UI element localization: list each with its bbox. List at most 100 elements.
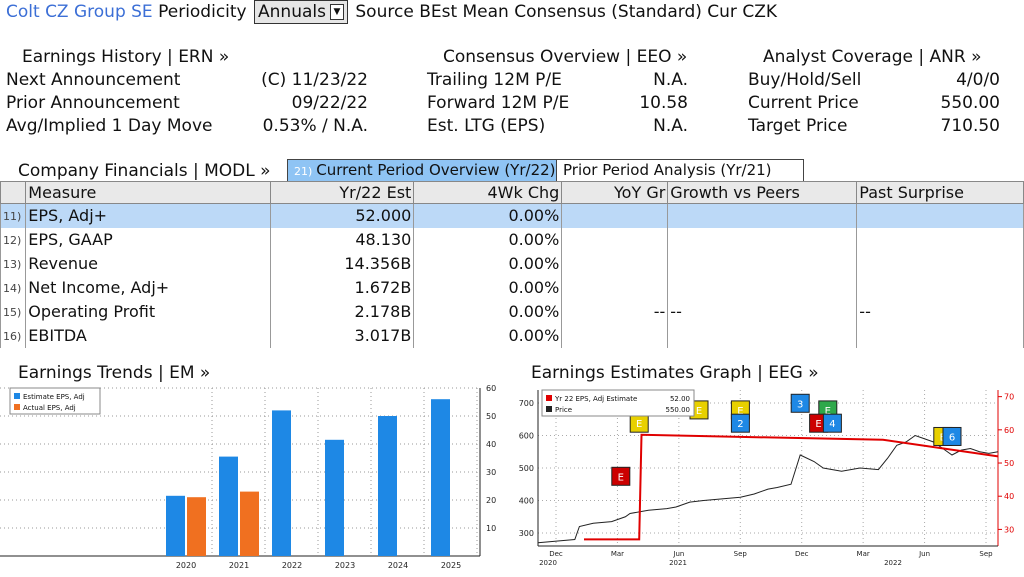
- legend-swatch-estimate: [14, 393, 20, 399]
- row-number: 16): [0, 324, 27, 348]
- event-marker-box: [822, 413, 842, 433]
- year-label: 2020: [539, 559, 557, 567]
- x-tick-label: 2023: [335, 561, 355, 570]
- cell-measure[interactable]: EBITDA: [25, 324, 272, 348]
- x-tick-label: 2024: [388, 561, 408, 570]
- cell-yr22-est: 48.130: [270, 228, 415, 252]
- column-header-past-surprise[interactable]: Past Surprise: [856, 181, 1024, 204]
- legend-value-price: 550.00: [666, 406, 691, 414]
- estimate-bar: [166, 495, 185, 556]
- event-marker-label: E: [815, 419, 821, 430]
- currency-value[interactable]: CZK: [742, 2, 777, 22]
- table-row[interactable]: 11) EPS, Adj+ 52.000 0.00%: [0, 203, 1024, 228]
- earnings-trends-title[interactable]: Earnings Trends | EM »: [18, 363, 211, 383]
- column-header-growth-vs-peers[interactable]: Growth vs Peers: [667, 181, 858, 204]
- right-tick-label: 40: [1004, 492, 1014, 501]
- cell-measure[interactable]: Net Income, Adj+: [25, 276, 272, 300]
- current-price-value: 550.00: [940, 93, 1000, 113]
- currency-label: Cur: [707, 2, 737, 22]
- x-tick-label: 2022: [282, 561, 302, 570]
- tab-current-period[interactable]: 21) Current Period Overview (Yr/22): [287, 159, 557, 183]
- event-marker-label: E: [696, 406, 702, 417]
- cell-measure[interactable]: EPS, Adj+: [25, 203, 272, 228]
- est-ltg-value: N.A.: [653, 116, 688, 136]
- forward-pe-label: Forward 12M P/E: [427, 93, 570, 113]
- estimate-bar: [219, 456, 238, 556]
- source-label: Source: [355, 2, 414, 22]
- cell-yoy-gr: [561, 324, 669, 348]
- consensus-title[interactable]: Consensus Overview | EEO »: [443, 47, 688, 67]
- row-number-text: 12): [3, 234, 22, 247]
- current-price-label: Current Price: [748, 93, 859, 113]
- estimate-bar: [431, 399, 450, 556]
- tab-prior-period[interactable]: Prior Period Analysis (Yr/21): [556, 159, 804, 183]
- table-row[interactable]: 14) Net Income, Adj+ 1.672B 0.00%: [0, 276, 1024, 300]
- column-header-measure[interactable]: Measure: [25, 181, 272, 204]
- chevron-down-icon[interactable]: ▼: [329, 4, 344, 20]
- cell-past-surprise: [856, 276, 1024, 300]
- column-header-yr22-est[interactable]: Yr/22 Est: [270, 181, 415, 204]
- buy-hold-sell-label: Buy/Hold/Sell: [748, 70, 862, 90]
- event-marker: 3: [790, 393, 810, 413]
- table-row[interactable]: 13) Revenue 14.356B 0.00%: [0, 252, 1024, 276]
- table-row[interactable]: 16) EBITDA 3.017B 0.00%: [0, 324, 1024, 348]
- row-number-text: 15): [3, 306, 22, 319]
- cell-yoy-gr: [561, 203, 669, 228]
- cell-measure[interactable]: Revenue: [25, 252, 272, 276]
- cell-growth-vs-peers: [667, 324, 858, 348]
- cell-4wk-chg: 0.00%: [413, 276, 563, 300]
- row-number: 11): [0, 203, 27, 228]
- x-tick-label: Sep: [734, 550, 748, 558]
- company-name[interactable]: Colt CZ Group SE: [6, 2, 153, 22]
- event-marker-box: [790, 393, 810, 413]
- cell-growth-vs-peers: --: [667, 300, 858, 324]
- periodicity-label: Periodicity: [158, 2, 247, 22]
- actual-bar: [187, 497, 206, 556]
- cell-growth-vs-peers: [667, 203, 858, 228]
- estimate-bar: [378, 416, 397, 556]
- table-row[interactable]: 15) Operating Profit 2.178B 0.00% -- -- --: [0, 300, 1024, 324]
- trailing-pe-value: N.A.: [653, 70, 688, 90]
- source-value[interactable]: BEst Mean Consensus (Standard): [419, 2, 702, 22]
- analyst-coverage-title[interactable]: Analyst Coverage | ANR »: [763, 47, 982, 67]
- table-header-row: Measure Yr/22 Est 4Wk Chg YoY Gr Growth …: [0, 181, 1024, 204]
- target-price-label: Target Price: [748, 116, 848, 136]
- cell-4wk-chg: 0.00%: [413, 300, 563, 324]
- cell-past-surprise: [856, 203, 1024, 228]
- table-row[interactable]: 12) EPS, GAAP 48.130 0.00%: [0, 228, 1024, 252]
- periodicity-select[interactable]: Annuals ▼: [254, 0, 348, 24]
- cell-growth-vs-peers: [667, 276, 858, 300]
- earnings-history-title[interactable]: Earnings History | ERN »: [22, 47, 230, 67]
- column-header-4wk-chg[interactable]: 4Wk Chg: [413, 181, 563, 204]
- x-tick-label: Mar: [611, 550, 624, 558]
- eeg-title[interactable]: Earnings Estimates Graph | EEG »: [531, 363, 819, 383]
- buy-hold-sell-value: 4/0/0: [956, 70, 1000, 90]
- legend-swatch-eps: [546, 395, 552, 401]
- x-tick-label: 2020: [176, 561, 196, 570]
- x-tick-label: Jun: [672, 550, 684, 558]
- cell-yr22-est: 2.178B: [270, 300, 415, 324]
- cell-yoy-gr: --: [561, 300, 669, 324]
- cell-growth-vs-peers: [667, 228, 858, 252]
- event-marker-label: 2: [737, 419, 743, 430]
- cell-past-surprise: [856, 252, 1024, 276]
- legend-label-price: Price: [555, 406, 572, 414]
- right-tick-label: 70: [1004, 393, 1014, 402]
- legend-value-eps: 52.00: [670, 395, 690, 403]
- cell-yoy-gr: [561, 276, 669, 300]
- tab-current-number: 21): [294, 165, 313, 178]
- event-marker-label: 4: [829, 419, 835, 430]
- x-tick-label: Dec: [795, 550, 809, 558]
- cell-measure[interactable]: Operating Profit: [25, 300, 272, 324]
- x-tick-label: Dec: [549, 550, 563, 558]
- cell-measure[interactable]: EPS, GAAP: [25, 228, 272, 252]
- legend-box: [541, 389, 695, 417]
- company-financials-title[interactable]: Company Financials | MODL »: [18, 161, 271, 181]
- column-header-yoy-gr[interactable]: YoY Gr: [561, 181, 669, 204]
- x-tick-label: 2025: [441, 561, 461, 570]
- earnings-estimates-chart: 300 400 500 600 700 30 40 50 60 70 Dec Mar Jun Sep Dec…: [519, 389, 1014, 567]
- event-marker-box: [611, 466, 631, 486]
- y-tick-label: 40: [486, 440, 496, 449]
- actual-bar: [240, 491, 259, 556]
- event-marker-box: [730, 413, 750, 433]
